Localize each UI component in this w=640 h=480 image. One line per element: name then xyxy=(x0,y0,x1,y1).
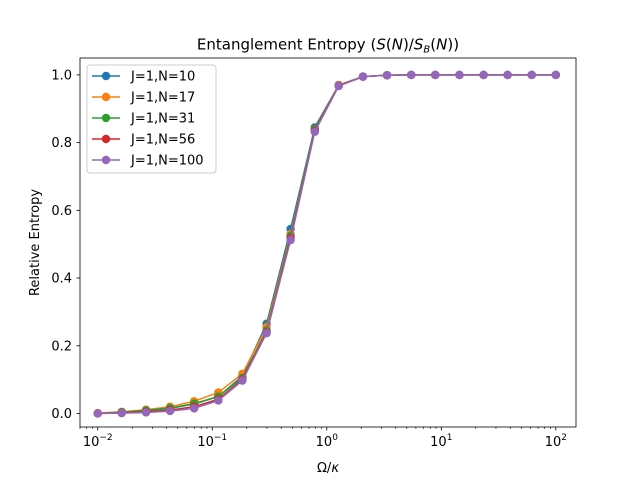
legend-label: J=1,N=31 xyxy=(130,112,195,127)
title-slash: )/ xyxy=(403,36,415,54)
y-tick-label: 0.4 xyxy=(51,272,72,287)
legend-swatch-marker xyxy=(101,113,111,123)
x-axis-title-omega: Ω/ xyxy=(317,461,332,476)
data-point xyxy=(141,408,151,417)
x-tick-exponent: −1 xyxy=(214,433,227,443)
data-point xyxy=(189,404,199,413)
data-point xyxy=(431,70,440,80)
y-tick-label: 0.8 xyxy=(51,136,72,151)
legend-item-1: J=1,N=17 xyxy=(92,91,195,106)
series-4 xyxy=(93,70,561,418)
x-axis-title: Ω/κ xyxy=(317,461,339,476)
title-paren-open: ( xyxy=(386,36,392,54)
legend-label: J=1,N=56 xyxy=(130,133,195,148)
data-point xyxy=(238,376,247,385)
x-tick-base: 10 xyxy=(83,435,100,450)
legend-label: J=1,N=10 xyxy=(130,70,195,85)
data-point xyxy=(286,235,295,245)
legend-label: J=1,N=17 xyxy=(130,91,195,106)
x-tick-label: 10−2 xyxy=(83,433,113,450)
y-tick-label: 0.2 xyxy=(51,339,72,354)
legend-swatch-marker xyxy=(101,71,111,81)
data-point xyxy=(503,70,512,80)
title-prefix: Entanglement Entropy ( xyxy=(197,36,376,54)
data-point xyxy=(358,72,368,81)
x-tick-exponent: −2 xyxy=(99,433,112,443)
x-tick-exponent: 1 xyxy=(447,433,453,443)
data-point xyxy=(455,70,464,80)
title-close: )) xyxy=(447,36,459,54)
x-tick-base: 10 xyxy=(430,435,447,450)
title-n1: N xyxy=(392,36,403,54)
title-s: S xyxy=(376,36,386,54)
legend-item-4: J=1,N=100 xyxy=(92,154,204,169)
legend-item-3: J=1,N=56 xyxy=(92,133,195,148)
series-layer xyxy=(93,70,561,418)
x-tick-base: 10 xyxy=(197,435,214,450)
data-point xyxy=(310,127,319,136)
y-axis-title: Relative Entropy xyxy=(28,189,43,296)
legend-box xyxy=(86,64,217,174)
x-tick-exponent: 0 xyxy=(332,433,338,443)
data-point xyxy=(479,70,488,80)
title-sb: S xyxy=(414,36,424,54)
x-tick-label: 100 xyxy=(316,433,339,450)
x-tick-base: 10 xyxy=(545,435,562,450)
data-point xyxy=(165,406,175,416)
legend-label: J=1,N=100 xyxy=(130,154,204,169)
title-n2: N xyxy=(436,36,447,54)
x-tick-label: 101 xyxy=(430,433,452,450)
x-tick-label: 10−1 xyxy=(197,433,227,450)
x-tick-base: 10 xyxy=(316,435,333,450)
y-tick-label: 0.6 xyxy=(51,204,72,219)
y-tick-label: 0.0 xyxy=(51,407,72,422)
legend: J=1,N=10 J=1,N=17 J=1,N=31 J=1,N=56 J=1,N=10… xyxy=(86,64,217,174)
data-point xyxy=(527,70,536,80)
legend-item-0: J=1,N=10 xyxy=(92,70,195,85)
legend-swatch-marker xyxy=(101,155,111,165)
title-paren-open-2: ( xyxy=(430,36,436,54)
data-point xyxy=(93,409,102,418)
x-tick-label: 102 xyxy=(545,433,567,450)
data-point xyxy=(262,329,271,338)
data-point xyxy=(334,81,343,91)
data-point xyxy=(214,396,223,405)
chart-title: Entanglement Entropy (S(N)/SB(N)) xyxy=(197,36,459,56)
y-tick-label: 1.0 xyxy=(51,68,72,83)
data-point xyxy=(407,70,416,80)
title-sb-sub: B xyxy=(423,45,430,56)
axes-frame xyxy=(79,57,577,428)
data-point xyxy=(382,71,392,80)
legend-swatch-marker xyxy=(101,92,111,102)
legend-item-2: J=1,N=31 xyxy=(92,112,195,127)
x-tick-exponent: 2 xyxy=(561,433,567,443)
data-point xyxy=(551,70,561,80)
legend-swatch-marker xyxy=(101,134,111,144)
x-axis-title-kappa: κ xyxy=(331,461,339,476)
data-point xyxy=(117,408,126,418)
